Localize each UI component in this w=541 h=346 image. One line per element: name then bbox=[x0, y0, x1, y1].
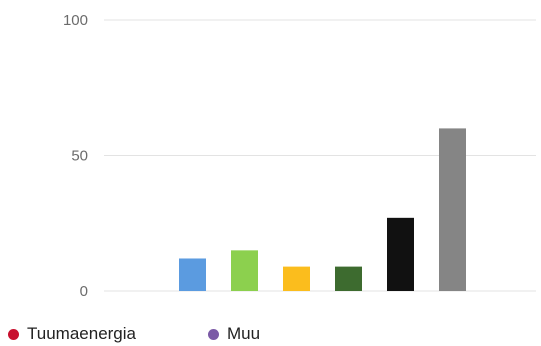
legend-dot-icon bbox=[208, 328, 219, 340]
legend-dot-icon bbox=[8, 328, 19, 340]
bar bbox=[231, 250, 258, 291]
bar bbox=[439, 128, 466, 291]
bar-chart: 0 50 100 bbox=[63, 12, 536, 300]
bar bbox=[335, 266, 362, 291]
bar bbox=[387, 217, 414, 291]
y-tick-label: 0 bbox=[80, 283, 88, 300]
gridlines bbox=[104, 19, 536, 292]
bars bbox=[179, 128, 466, 291]
legend-label: Muu bbox=[227, 324, 261, 343]
y-tick-label: 50 bbox=[71, 148, 88, 165]
bar bbox=[283, 266, 310, 291]
legend-label: Tuumaenergia bbox=[27, 324, 136, 343]
legend: Tuumaenergia Muu bbox=[8, 322, 260, 346]
bar bbox=[179, 258, 206, 291]
legend-item-muu[interactable]: Muu bbox=[208, 324, 260, 344]
y-tick-label: 100 bbox=[63, 12, 88, 29]
legend-item-tuumaenergia[interactable]: Tuumaenergia bbox=[8, 324, 136, 344]
y-axis-tick-labels: 0 50 100 bbox=[63, 12, 88, 300]
